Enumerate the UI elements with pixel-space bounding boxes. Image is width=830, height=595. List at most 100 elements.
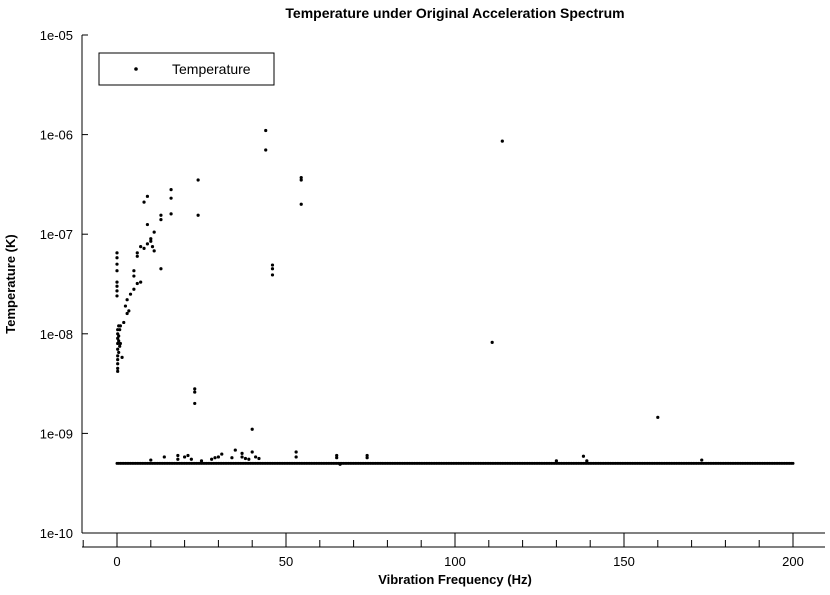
data-point [176,457,180,461]
data-point [490,340,494,344]
data-point [365,456,369,460]
data-point [264,128,268,133]
data-point [115,256,119,260]
data-point [335,453,339,458]
data-point [189,457,193,461]
data-point [149,458,153,462]
data-point [554,459,559,463]
data-point [118,341,122,346]
data-point [240,451,244,455]
data-point [294,450,298,454]
data-point [169,188,173,192]
data-point [116,369,120,373]
data-point [118,344,122,348]
data-point [135,254,139,258]
data-point [118,324,122,328]
data-point [125,311,129,316]
data-point [116,347,120,351]
data-point [270,263,275,267]
y-tick-label: 1e-08 [40,327,73,342]
data-point [116,358,120,362]
data-point [116,354,120,358]
data-point [585,459,589,463]
data-point [183,455,187,459]
data-point [117,339,121,343]
data-point [117,334,121,338]
data-point [335,456,339,460]
data-point [338,462,342,466]
data-point [139,280,143,284]
x-tick-label: 150 [613,554,635,569]
data-point [210,457,214,461]
data-point [135,281,139,286]
data-point [176,453,180,458]
x-axis-title: Vibration Frequency (Hz) [378,572,532,587]
data-point [270,273,275,277]
x-tick-label: 200 [782,554,804,569]
data-point [127,309,131,313]
data-point [145,194,150,198]
y-tick-label: 1e-06 [40,128,73,143]
legend: Temperature [98,52,275,86]
data-point [125,298,129,302]
data-point [240,455,244,459]
data-point [213,456,217,460]
data-point [152,230,156,234]
data-point [257,456,261,461]
data-point [118,328,122,332]
data-point [115,289,119,293]
data-point [150,245,155,249]
data-point [193,390,197,394]
data-point [116,362,120,366]
data-points [115,128,795,466]
data-point [169,196,173,200]
data-point [791,461,795,465]
x-tick-label: 50 [279,554,293,569]
data-point [162,455,166,459]
data-point [193,401,197,406]
data-point [193,387,197,391]
data-point [115,280,119,284]
data-point [199,459,204,463]
data-point [132,269,136,273]
y-tick-label: 1e-09 [40,426,73,441]
data-point [115,294,119,298]
x-tick-label: 100 [444,554,466,569]
data-point [115,284,119,288]
data-point [700,458,704,462]
legend-box [98,52,275,86]
y-axis-ticks: 1e-10 1e-09 1e-08 1e-07 1e-06 1e-05 [40,28,88,541]
x-axis-ticks: 0 50 100 150 200 [82,533,804,569]
data-point [264,148,268,152]
data-point [159,267,163,271]
data-point [299,178,303,182]
data-point [250,427,254,431]
data-point [230,456,234,460]
data-point [120,355,124,359]
data-point [116,366,120,370]
data-point [128,292,133,296]
data-point [152,249,156,253]
data-point [142,200,146,204]
data-point [149,237,153,241]
data-point [117,350,121,355]
legend-marker [134,67,138,71]
data-point [149,239,153,243]
data-point [135,251,139,255]
data-point [299,176,303,180]
data-point [216,455,220,459]
data-point [233,448,237,452]
y-tick-label: 1e-10 [40,526,73,541]
legend-label-temperature: Temperature [172,61,251,77]
data-point [656,415,660,419]
data-point [270,267,275,271]
data-point [145,242,150,246]
data-point [196,178,200,182]
data-point [365,453,369,458]
data-point [145,222,150,227]
data-point [196,213,200,217]
data-point [139,245,143,249]
data-point [169,212,173,216]
data-point [220,452,224,456]
